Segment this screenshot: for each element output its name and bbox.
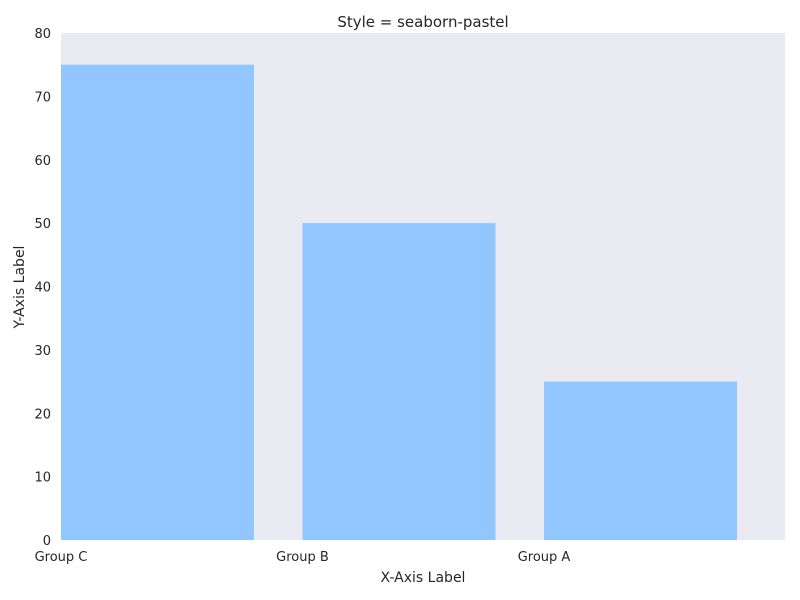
x-tick-labels: Group C Group B Group A bbox=[35, 550, 571, 565]
chart-title: Style = seaborn-pastel bbox=[337, 13, 508, 31]
x-tick-label: Group C bbox=[35, 550, 88, 565]
bar-group-b bbox=[302, 223, 496, 540]
y-tick-label: 80 bbox=[34, 27, 51, 42]
y-tick-label: 10 bbox=[34, 471, 51, 486]
y-tick-label: 50 bbox=[34, 217, 51, 232]
y-tick-label: 30 bbox=[34, 344, 51, 359]
x-axis-label: X-Axis Label bbox=[381, 570, 466, 586]
y-axis-label: Y-Axis Label bbox=[12, 246, 28, 330]
y-tick-label: 40 bbox=[34, 281, 51, 296]
bar-group-c bbox=[61, 64, 254, 540]
x-tick-label: Group A bbox=[518, 550, 571, 565]
bar-group-a bbox=[544, 381, 737, 540]
y-tick-label: 70 bbox=[34, 90, 51, 105]
y-tick-label: 20 bbox=[34, 407, 51, 422]
x-tick-label: Group B bbox=[276, 550, 329, 565]
bars-group bbox=[61, 64, 737, 540]
y-tick-label: 0 bbox=[43, 534, 51, 549]
y-tick-label: 60 bbox=[34, 154, 51, 169]
y-tick-labels: 0 10 20 30 40 50 60 70 80 bbox=[34, 27, 51, 549]
